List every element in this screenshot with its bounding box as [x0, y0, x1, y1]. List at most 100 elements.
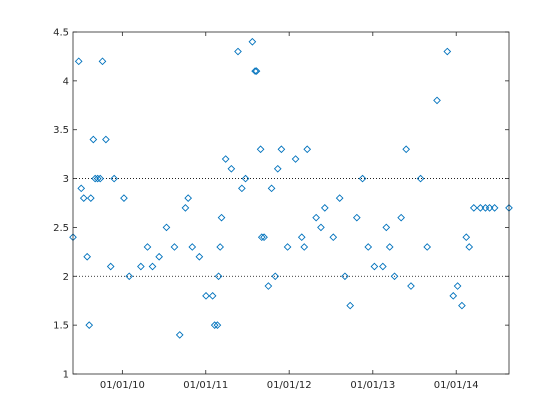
- data-point: [402, 145, 411, 154]
- data-point: [227, 164, 236, 173]
- data-point: [188, 243, 197, 251]
- data-point: [358, 174, 367, 183]
- x-tick-label: 01/01/10: [100, 380, 145, 391]
- data-point: [216, 243, 224, 251]
- data-point: [370, 262, 379, 271]
- data-point: [210, 321, 219, 329]
- data-point: [125, 272, 134, 281]
- y-tick-label: 2: [63, 272, 69, 283]
- data-point: [453, 282, 462, 290]
- data-point: [423, 243, 432, 251]
- data-point: [234, 47, 242, 56]
- data-point: [407, 282, 415, 290]
- data-point: [379, 262, 387, 271]
- data-point: [85, 321, 94, 329]
- data-point: [390, 272, 399, 281]
- data-point: [433, 96, 441, 105]
- data-point: [264, 282, 273, 290]
- data-point: [490, 204, 499, 212]
- data-point: [184, 194, 193, 202]
- y-tick-label: 1: [63, 370, 69, 381]
- data-point: [137, 262, 145, 271]
- data-point: [89, 135, 98, 144]
- data-point: [465, 243, 474, 251]
- data-point: [352, 213, 361, 222]
- data-point: [77, 184, 86, 193]
- data-point: [364, 243, 373, 251]
- x-tick-label: 01/01/13: [350, 380, 395, 391]
- data-point: [91, 174, 100, 183]
- data-point: [155, 252, 163, 261]
- data-point: [317, 223, 325, 232]
- y-axis: 1 1.5 2 2.5 3 3.5 4 4.5: [53, 28, 509, 381]
- y-tick-label: 1.5: [53, 321, 69, 332]
- y-tick-label: 3.5: [53, 125, 69, 136]
- data-point: [238, 184, 246, 193]
- data-point: [267, 184, 276, 193]
- x-tick-label: 01/01/12: [267, 380, 312, 391]
- data-point: [341, 272, 349, 281]
- data-point: [300, 243, 309, 251]
- data-point: [320, 204, 329, 212]
- data-point: [83, 252, 92, 261]
- data-point: [86, 194, 95, 202]
- x-tick-label: 01/01/11: [183, 380, 228, 391]
- data-point: [385, 243, 394, 251]
- data-point: [416, 174, 425, 183]
- data-point: [208, 291, 217, 300]
- y-tick-label: 2.5: [53, 223, 69, 234]
- data-point: [213, 321, 222, 329]
- x-axis: 01/01/10 01/01/11 01/01/12 01/01/13 01/01/14: [100, 32, 479, 391]
- data-point: [79, 194, 88, 202]
- data-point: [291, 155, 300, 163]
- data-point: [303, 145, 312, 154]
- data-point: [148, 262, 157, 271]
- data-point: [98, 57, 107, 66]
- y-tick-label: 4.5: [53, 28, 69, 39]
- data-point: [74, 57, 83, 66]
- data-point: [346, 301, 355, 310]
- data-point: [214, 272, 223, 281]
- data-point: [195, 252, 204, 261]
- data-point: [277, 145, 286, 154]
- data-point: [443, 47, 452, 56]
- data-point: [170, 243, 179, 251]
- data-point: [283, 243, 292, 251]
- data-point: [221, 155, 230, 163]
- y-tick-label: 4: [63, 76, 69, 87]
- data-point: [202, 291, 210, 300]
- data-point: [312, 213, 320, 222]
- data-point: [469, 204, 478, 212]
- reference-lines: [73, 178, 509, 277]
- data-point: [93, 174, 102, 183]
- data-point: [382, 223, 391, 232]
- data-point: [256, 145, 265, 154]
- data-point: [485, 204, 494, 212]
- data-point: [458, 301, 466, 310]
- data-point: [251, 67, 259, 75]
- data-point: [297, 233, 306, 242]
- data-point: [181, 204, 190, 212]
- y-tick-label: 3: [63, 174, 69, 185]
- data-point: [175, 331, 184, 339]
- data-point: [217, 213, 226, 222]
- plot-area-box: [72, 31, 510, 375]
- data-point: [110, 174, 118, 183]
- data-point: [271, 272, 280, 281]
- data-point: [476, 204, 485, 212]
- data-point: [462, 233, 471, 242]
- data-point: [252, 67, 261, 75]
- x-tick-label: 01/01/14: [434, 380, 479, 391]
- data-point: [120, 194, 128, 202]
- data-point: [449, 291, 458, 300]
- data-point: [257, 233, 266, 242]
- data-point: [102, 135, 110, 144]
- data-point: [273, 164, 282, 173]
- data-point: [335, 194, 344, 202]
- data-point: [162, 223, 171, 232]
- data-point: [96, 174, 105, 183]
- data-point: [329, 233, 338, 242]
- data-point: [143, 243, 152, 251]
- data-point: [397, 213, 405, 222]
